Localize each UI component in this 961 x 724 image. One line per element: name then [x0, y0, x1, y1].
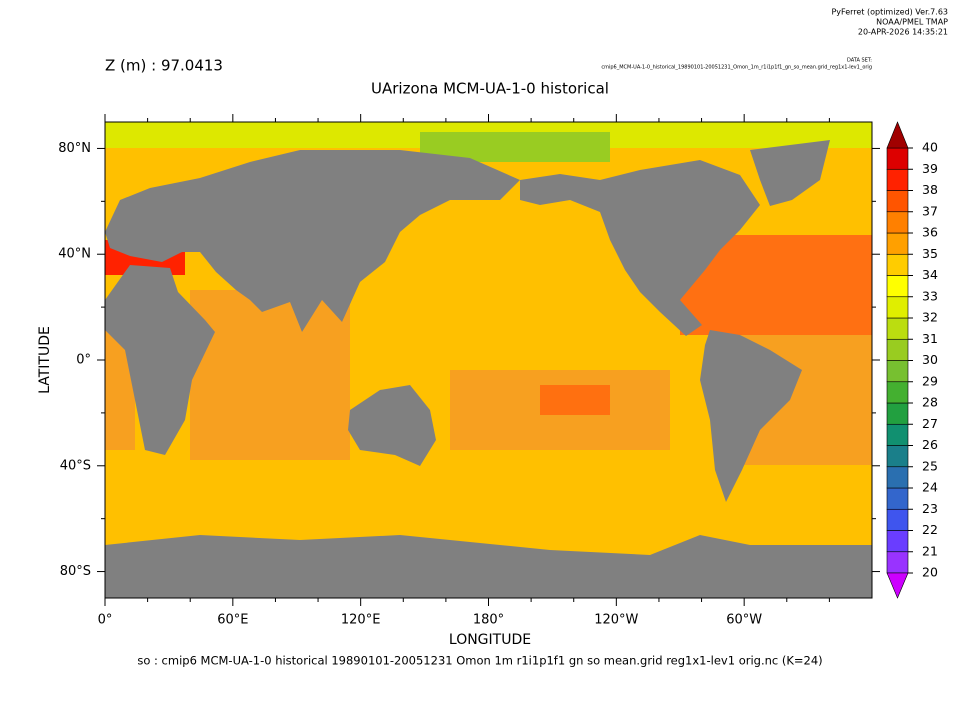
y-tick-label: 40°S [60, 458, 91, 473]
color-swatch [886, 445, 909, 468]
color-swatch [886, 317, 909, 340]
colorbar-label: 29 [922, 373, 938, 388]
color-swatch [886, 466, 909, 489]
colorbar-label: 24 [922, 480, 938, 495]
color-swatch [886, 253, 909, 276]
x-tick-label: 0° [98, 613, 113, 628]
colorbar-label: 25 [922, 458, 938, 473]
color-swatch [886, 168, 909, 191]
x-tick-label: 60°E [217, 613, 248, 628]
colorbar-label: 32 [922, 310, 938, 325]
color-swatch [886, 360, 909, 383]
color-swatch [886, 381, 909, 404]
depth-label: Z (m) : 97.0413 [105, 57, 223, 75]
colorbar-label: 27 [922, 416, 938, 431]
colorbar-label: 20 [922, 565, 938, 580]
title: UArizona MCM-UA-1-0 historical [371, 80, 609, 98]
y-axis-title: LATITUDE [37, 326, 53, 394]
map-field [105, 122, 872, 598]
color-swatch [886, 508, 909, 531]
colorbar-label: 31 [922, 331, 938, 346]
under-triangle [886, 572, 909, 599]
x-tick-label: 60°W [726, 613, 762, 628]
y-tick-label: 80°N [58, 141, 91, 156]
color-swatch [886, 211, 909, 234]
color-swatch [886, 338, 909, 361]
color-swatch [886, 275, 909, 298]
color-swatch [886, 402, 909, 425]
colorbar-label: 26 [922, 437, 938, 452]
colorbar-label: 21 [922, 543, 938, 558]
color-swatch [886, 147, 909, 170]
dataset: cmip6_MCM-UA-1-0_historical_19890101-200… [601, 65, 872, 71]
colorbar-label: 22 [922, 522, 938, 537]
colorbar-label: 36 [922, 225, 938, 240]
colorbar-label: 35 [922, 246, 938, 261]
colorbar-label: 37 [922, 203, 938, 218]
y-tick-label: 80°S [60, 564, 91, 579]
x-tick-label: 180° [473, 613, 504, 628]
colorbar-label: 23 [922, 501, 938, 516]
y-tick-label: 40°N [58, 247, 91, 262]
colorbar-label: 30 [922, 352, 938, 367]
color-swatch [886, 487, 909, 510]
x-axis-title: LONGITUDE [449, 632, 531, 648]
footer: so : cmip6 MCM-UA-1-0 historical 1989010… [137, 654, 822, 668]
over-triangle [886, 121, 909, 149]
color-swatch [886, 551, 909, 574]
colorbar-label: 33 [922, 288, 938, 303]
colorbar-label: 38 [922, 182, 938, 197]
colorbar-label: 28 [922, 395, 938, 410]
x-tick-label: 120°W [594, 613, 638, 628]
color-swatch [886, 423, 909, 446]
color-swatch [886, 232, 909, 255]
lab: NOAA/PMEL TMAP [876, 18, 948, 27]
color-swatch [886, 530, 909, 553]
x-tick-label: 120°E [341, 613, 381, 628]
color-swatch [886, 296, 909, 319]
timestamp: 20-APR-2026 14:35:21 [858, 28, 948, 37]
colorbar-label: 34 [922, 267, 938, 282]
colorbar: 20 21 22 23 24 25 26 27 28 29 30 31 32 33 34 35 36 37 38 39… [886, 121, 938, 599]
color-swatch [886, 190, 909, 213]
colorbar-label: 40 [922, 140, 938, 155]
colorbar-label: 39 [922, 161, 938, 176]
axes: 0° 60°E 120°E 180° 120°W 60°W 80°N 40°N 0° 40°S 80… [58, 114, 880, 628]
software: PyFerret (optimized) Ver.7.63 [831, 8, 948, 17]
dataset-label: DATA SET: [847, 58, 872, 64]
y-tick-label: 0° [76, 353, 91, 368]
